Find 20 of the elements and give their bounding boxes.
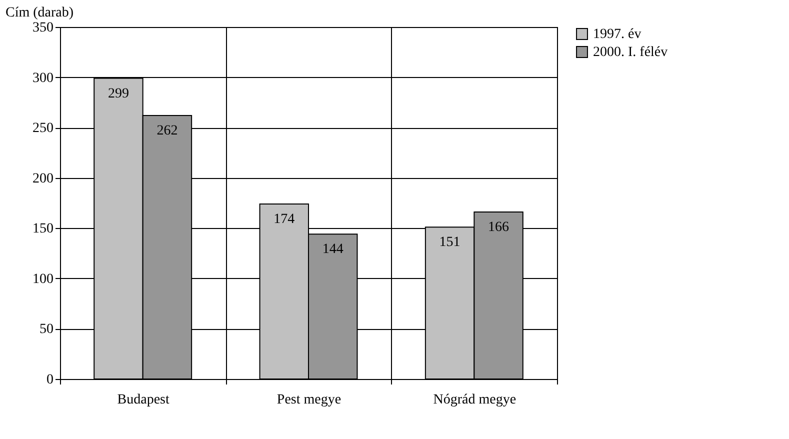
y-tick-label: 350 bbox=[32, 20, 54, 36]
x-tick-label: Budapest bbox=[117, 392, 170, 408]
y-tick-label: 50 bbox=[40, 322, 54, 338]
y-tick-label: 300 bbox=[32, 70, 54, 86]
data-label: 262 bbox=[156, 124, 178, 139]
x-tick-label: Nógrád megye bbox=[433, 392, 516, 408]
data-label: 299 bbox=[108, 86, 129, 102]
data-label: 166 bbox=[488, 220, 510, 236]
x-tick-label: Pest megye bbox=[276, 392, 342, 408]
data-label: 174 bbox=[274, 212, 295, 228]
y-tick-label: 250 bbox=[32, 121, 54, 136]
data-label: 144 bbox=[322, 242, 344, 258]
legend-label: 2000. I. félév bbox=[593, 45, 668, 60]
data-label: 151 bbox=[439, 235, 460, 250]
y-tick-label: 200 bbox=[32, 171, 54, 186]
legend-label: 1997. év bbox=[593, 27, 642, 42]
y-tick-label: 100 bbox=[32, 272, 54, 287]
y-axis-title: Cím (darab) bbox=[6, 6, 74, 20]
y-tick-label: 0 bbox=[46, 372, 54, 388]
y-tick-label: 150 bbox=[32, 222, 54, 237]
